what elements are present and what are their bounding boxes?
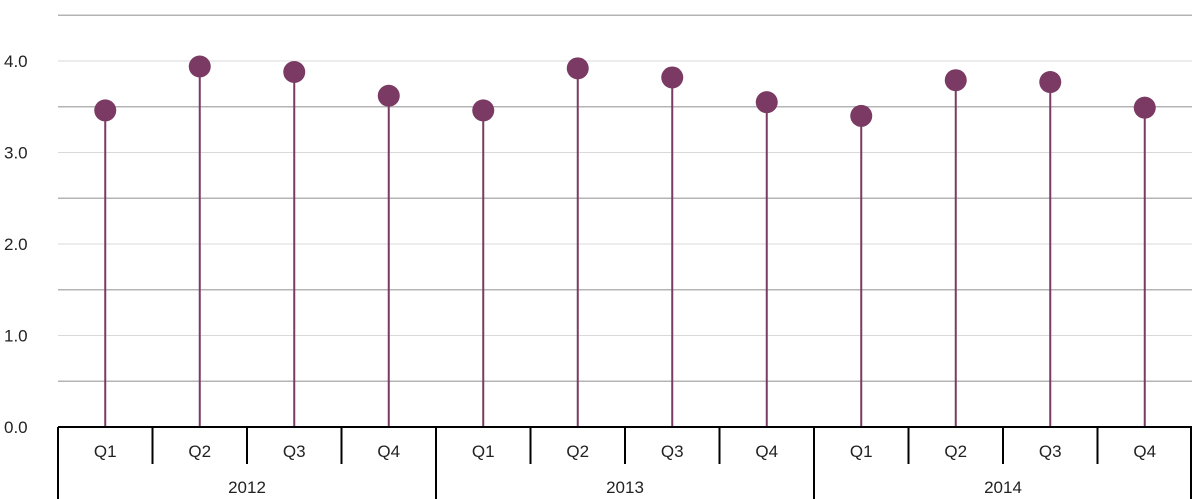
lollipop-point	[850, 104, 873, 127]
x-category-label: Q3	[661, 442, 684, 461]
lollipop-point	[944, 69, 967, 92]
lollipop-stems	[104, 66, 1146, 427]
y-tick-label: 3.0	[4, 144, 28, 163]
x-category-label: Q4	[755, 442, 778, 461]
lollipop-point	[1133, 96, 1156, 119]
x-category-label: Q1	[850, 442, 873, 461]
lollipop-point	[188, 55, 211, 78]
x-category-label: Q4	[377, 442, 400, 461]
x-category-label: Q2	[944, 442, 967, 461]
x-category-label: Q1	[94, 442, 117, 461]
x-category-label: Q3	[283, 442, 306, 461]
lollipop-point	[755, 91, 778, 114]
x-group-label: 2014	[984, 478, 1022, 497]
y-tick-label: 1.0	[4, 327, 28, 346]
x-category-label: Q3	[1039, 442, 1062, 461]
x-category-label: Q2	[566, 442, 589, 461]
lollipop-points	[94, 55, 1156, 127]
lollipop-point	[472, 99, 495, 122]
y-tick-label: 4.0	[4, 52, 28, 71]
lollipop-point	[661, 66, 684, 89]
lollipop-point	[566, 57, 589, 80]
x-category-label: Q2	[188, 442, 211, 461]
y-tick-label: 0.0	[4, 418, 28, 437]
x-category-label: Q4	[1133, 442, 1156, 461]
lollipop-point	[1039, 71, 1062, 94]
y-axis-tick-labels: 0.0 1.0 2.0 3.0 4.0	[4, 52, 28, 437]
x-group-label: 2012	[228, 478, 266, 497]
lollipop-point	[377, 84, 400, 107]
y-tick-label: 2.0	[4, 235, 28, 254]
lollipop-point	[283, 60, 306, 83]
lollipop-point	[94, 99, 117, 122]
x-category-label: Q1	[472, 442, 495, 461]
x-axis: Q1 Q2 Q3 Q4 Q1 Q2 Q3 Q4 Q1 Q2 Q3 Q4 2012 2013 2014	[57, 426, 1192, 499]
x-group-label: 2013	[606, 478, 644, 497]
gridlines	[58, 14, 1192, 383]
